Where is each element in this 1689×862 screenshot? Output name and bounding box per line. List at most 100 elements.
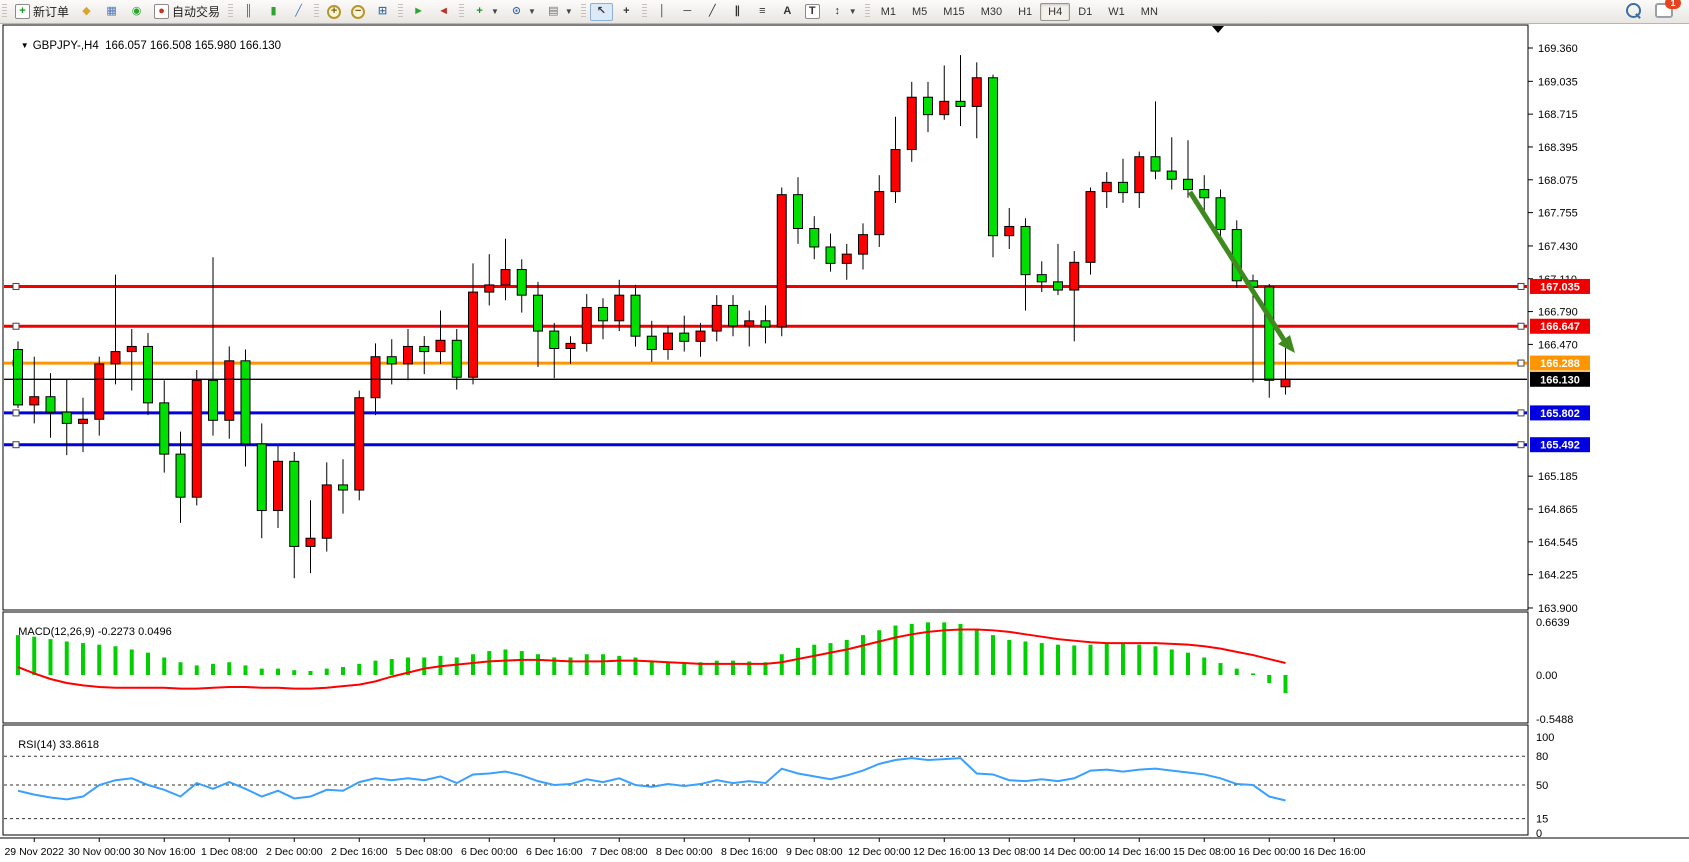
candle: 13 Dec 20:00 O:167.08 H:167.45 L:166.95 …	[1053, 281, 1063, 291]
chart-shift-icon: ◄	[438, 5, 449, 17]
svg-text:80: 80	[1536, 751, 1548, 763]
candle: 29 Nov 12:00 O:165.96 H:166.19 L:165.56 …	[45, 396, 56, 413]
price-flag	[1530, 405, 1590, 421]
candle: 6 Dec 04:00 O:167.05 H:167.5 L:166.9 C:1…	[500, 269, 511, 286]
svg-text:14 Dec 16:00: 14 Dec 16:00	[1108, 846, 1171, 858]
timeframe-d1-button[interactable]: D1	[1078, 5, 1093, 18]
line-anchor-handle[interactable]	[1517, 282, 1525, 290]
candle: 12 Dec 04:00 O:167.96 H:168.69 L:167.85 …	[890, 149, 901, 193]
channel-button[interactable]: ∥	[726, 3, 749, 21]
line-anchor-handle[interactable]	[12, 409, 20, 417]
timeframe-mn-button[interactable]: MN	[1140, 5, 1158, 18]
candle: 6 Dec 20:00 O:166.43 H:166.55 L:166.28 C…	[565, 342, 576, 350]
svg-text:166.647: 166.647	[1540, 321, 1580, 333]
candle: 2 Dec 00:00 O:165.33 H:165.42 L:164.19 C…	[289, 460, 300, 547]
svg-text:-0.5488: -0.5488	[1536, 714, 1573, 726]
line-anchor-handle[interactable]	[1517, 322, 1525, 330]
chevron-down-icon[interactable]: ▼	[848, 7, 857, 16]
arrows-icon: ↕	[834, 5, 841, 17]
signals-icon[interactable]: ◉	[125, 3, 148, 21]
timeframe-w1-button[interactable]: W1	[1108, 5, 1125, 18]
candle: 2 Dec 16:00 O:165.05 H:166.02 L:164.95 C…	[354, 397, 365, 491]
candle: 30 Nov 20:00 O:165.4 H:165.62 L:164.73 C…	[175, 453, 186, 498]
indicators-icon: +	[476, 5, 483, 17]
line-anchor-handle[interactable]	[1517, 359, 1525, 367]
candle: 5 Dec 20:00 O:166.15 H:167.26 L:166.08 C…	[468, 291, 478, 378]
periods-button[interactable]: ⊙ ▼	[505, 3, 540, 21]
candle: 8 Dec 20:00 O:166.7 H:166.85 L:166.48 C:…	[760, 320, 771, 328]
svg-text:166.130: 166.130	[1540, 374, 1580, 386]
hline-button[interactable]: ─	[676, 3, 699, 21]
label-icon: T	[804, 4, 820, 19]
new-order-button[interactable]: + 新订单	[11, 3, 73, 21]
candle: 1 Dec 00:00 O:164.98 H:166.22 L:164.9 C:…	[191, 379, 202, 498]
candle: 9 Dec 20:00 O:167.35 H:167.65 L:167.2 C:…	[858, 234, 868, 255]
timeframe-m30-button[interactable]: M30	[980, 5, 1003, 18]
svg-text:6 Dec 16:00: 6 Dec 16:00	[526, 846, 583, 858]
text-button[interactable]: A	[776, 3, 799, 21]
svg-text:165.802: 165.802	[1540, 408, 1580, 420]
zoom-out-button[interactable]: −	[347, 3, 369, 21]
macd-signal-line	[17, 628, 1286, 690]
periods-icon: ⊙	[511, 5, 522, 17]
current-price-line: 166.130	[4, 371, 1590, 387]
line-anchor-handle[interactable]	[1517, 441, 1525, 449]
zoom-out-icon: −	[351, 4, 366, 19]
timeframe-m5-button[interactable]: M5	[912, 5, 928, 18]
tile-windows-icon: ⊞	[377, 5, 388, 17]
vline-button[interactable]: │	[651, 3, 674, 21]
chevron-down-icon[interactable]: ▼	[564, 7, 573, 16]
candle: 8 Dec 16:00 O:166.65 H:166.8 L:166.45 C:…	[744, 320, 755, 327]
tile-windows-button[interactable]: ⊞	[371, 3, 394, 21]
svg-text:168.715: 168.715	[1538, 109, 1578, 121]
chevron-down-icon[interactable]: ▼	[491, 7, 499, 16]
chart-window-icon[interactable]: ▦	[100, 3, 123, 21]
trend-arrow-annotation[interactable]	[1187, 190, 1295, 353]
candle: 6 Dec 16:00 O:166.6 H:166.68 L:166.14 C:…	[549, 330, 560, 350]
search-button[interactable]	[1626, 2, 1641, 21]
timeframe-h4-button[interactable]: H4	[1040, 2, 1071, 21]
price-flag	[1530, 355, 1590, 371]
trendline-button[interactable]: ╱	[701, 3, 724, 21]
timeframe-m15-button[interactable]: M15	[943, 5, 965, 18]
auto-scroll-button[interactable]: ►	[407, 3, 430, 21]
line-chart-button[interactable]: ╱	[287, 3, 310, 21]
label-button[interactable]: T	[801, 3, 824, 21]
templates-button[interactable]: ▤ ▼	[542, 3, 577, 21]
line-anchor-handle[interactable]	[1517, 409, 1525, 417]
search-icon	[1626, 2, 1641, 18]
autotrading-button[interactable]: ● 自动交易	[150, 3, 224, 21]
zoom-in-button[interactable]: +	[323, 3, 345, 21]
line-anchor-handle[interactable]	[12, 322, 20, 330]
chart-shift-button[interactable]: ◄	[432, 3, 455, 21]
candle: 13 Dec 16:00 O:167.15 H:167.28 L:166.98 …	[1036, 274, 1047, 283]
line-anchor-handle[interactable]	[12, 282, 20, 290]
timeframe-m1-button[interactable]: M1	[880, 5, 896, 18]
candle: 29 Nov 20:00 O:165.7 H:165.95 L:165.42 C…	[78, 418, 88, 424]
fibonacci-button[interactable]: ≡	[751, 3, 774, 21]
candle-chart-button[interactable]: ▮	[262, 3, 285, 21]
chat-button[interactable]: 1	[1655, 0, 1681, 21]
chevron-down-icon[interactable]: ▼	[527, 7, 536, 16]
candle: 2 Dec 20:00 O:165.95 H:166.48 L:165.78 C…	[370, 356, 381, 399]
cursor-button[interactable]: ↖	[589, 2, 613, 21]
toolbar-grip	[228, 4, 234, 19]
candle: 15 Dec 08:00 O:167.98 H:168.12 L:167.7 C…	[1199, 189, 1210, 199]
crosshair-button[interactable]: +	[615, 3, 638, 21]
svg-text:164.225: 164.225	[1538, 570, 1578, 582]
indicators-button[interactable]: + ▼	[468, 3, 503, 21]
candle: 6 Dec 08:00 O:167.2 H:167.3 L:166.78 C:1…	[516, 269, 527, 296]
bar-chart-button[interactable]: ║	[237, 3, 260, 21]
timeframe-h1-button[interactable]: H1	[1018, 5, 1033, 18]
chart-area[interactable]: 169.360 169.035 168.715 168.395 168.075 167.7…	[0, 23, 1689, 862]
svg-text:169.035: 169.035	[1538, 76, 1578, 88]
line-anchor-handle[interactable]	[12, 441, 20, 449]
candle: 30 Nov 12:00 O:166.45 H:166.58 L:165.78 …	[143, 345, 153, 404]
price-chart[interactable]: 169.360 169.035 168.715 168.395 168.075 167.7…	[0, 23, 1689, 862]
gold-icon[interactable]: ◆	[75, 3, 98, 21]
new-order-icon: +	[15, 4, 30, 19]
svg-text:167.430: 167.430	[1538, 241, 1578, 253]
chart-shift-marker-icon[interactable]	[1212, 26, 1224, 33]
cursor-icon: ↖	[596, 5, 606, 17]
arrows-button[interactable]: ↕ ▼	[826, 3, 861, 21]
